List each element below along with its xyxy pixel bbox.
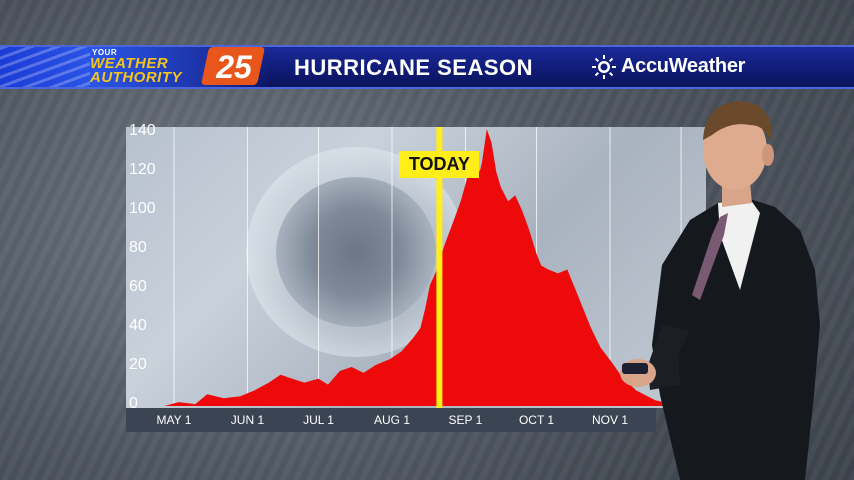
activity-area <box>164 129 679 406</box>
accuweather-logo-text: AccuWeather <box>621 55 746 77</box>
title-banner: YOUR WEATHER AUTHORITY 25 HURRICANE SEAS… <box>0 45 854 89</box>
x-tick-label: AUG 1 <box>373 413 411 427</box>
x-tick-label: JUN 1 <box>230 413 265 427</box>
x-tick-label: SEP 1 <box>448 413 483 427</box>
area-layer <box>164 129 679 406</box>
logo-authority-text: AUTHORITY <box>90 69 182 86</box>
y-tick-label: 60 <box>129 278 147 295</box>
today-layer <box>436 127 443 408</box>
y-tick-label: 40 <box>129 317 147 334</box>
clicker-icon <box>622 363 648 374</box>
y-tick-label: 0 <box>129 395 138 412</box>
x-tick-label: NOV 1 <box>591 413 629 427</box>
x-tick-label: JUL 1 <box>303 413 334 427</box>
logo-your-text: YOUR <box>92 48 118 57</box>
y-tick-label: 80 <box>129 239 147 256</box>
hurricane-eye <box>276 177 436 327</box>
y-tick-label: 140 <box>129 122 156 139</box>
logo-rays <box>0 47 90 87</box>
y-tick-label: 20 <box>129 356 147 373</box>
accuweather-sun-icon <box>592 55 616 79</box>
presenter <box>620 101 820 480</box>
y-tick-label: 100 <box>129 200 156 217</box>
today-marker-label: TODAY <box>399 151 480 178</box>
segment-title: HURRICANE SEASON <box>294 55 534 80</box>
today-marker-line <box>436 127 443 408</box>
logo-weather-text: WEATHER <box>90 55 169 72</box>
x-tick-label: MAY 1 <box>156 413 192 427</box>
y-tick-label: 120 <box>129 161 156 178</box>
x-tick-label: OCT 1 <box>518 413 555 427</box>
x-axis-bar <box>126 408 656 432</box>
logo-number-text: 25 <box>216 49 252 85</box>
